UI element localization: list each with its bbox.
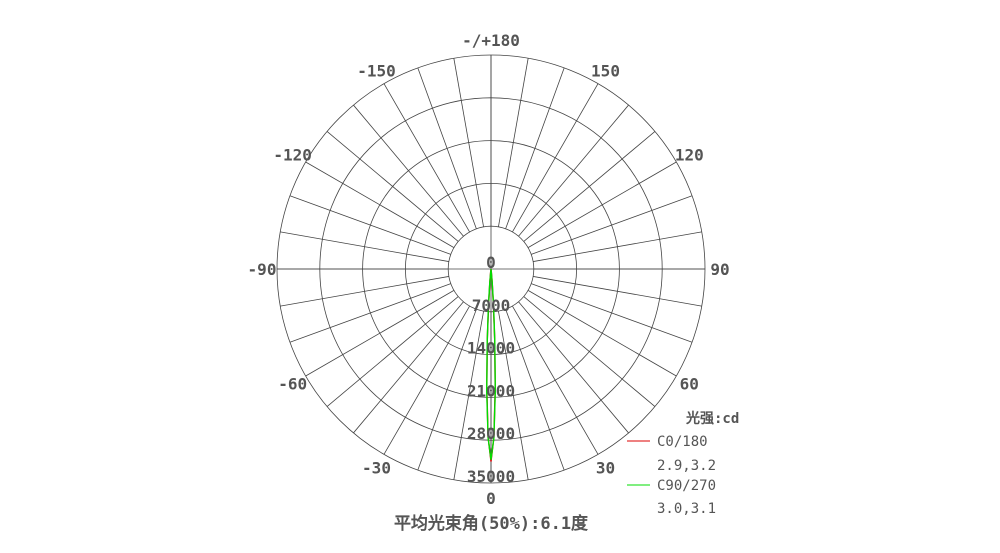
angle-tick-label: -120	[273, 146, 312, 165]
grid-spoke	[512, 83, 599, 233]
grid-spoke	[417, 309, 477, 471]
grid-spoke	[289, 195, 451, 255]
labels: 0 7000 14000 21000 28000 35000 0 30 60 90 120 150 -/…	[248, 31, 730, 508]
grid-spoke	[505, 309, 565, 471]
angle-tick-label: 30	[596, 458, 615, 477]
grid-spoke	[498, 58, 529, 227]
legend-name-c0: C0/180	[657, 434, 708, 450]
angle-tick-label: -90	[248, 260, 277, 279]
legend-beam-c90: 3.0,3.1	[657, 501, 716, 517]
grid-spoke	[505, 67, 565, 229]
grid-spoke	[527, 161, 677, 248]
radial-tick-label: 7000	[472, 296, 511, 315]
angle-tick-label: 120	[675, 146, 704, 165]
angle-tick-label: 150	[591, 62, 620, 81]
radial-tick-label: 14000	[467, 339, 515, 358]
grid-spoke	[533, 276, 702, 307]
legend-beam-c0: 2.9,3.2	[657, 458, 716, 474]
radial-tick-label: 28000	[467, 424, 515, 443]
angle-tick-label: -/+180	[462, 31, 520, 50]
unit-label: 光强:cd	[685, 410, 739, 427]
grid-spoke	[326, 296, 459, 407]
grid-spoke	[512, 305, 599, 455]
radial-tick-label: 0	[486, 253, 496, 272]
polar-grid	[276, 54, 706, 484]
grid-spoke	[353, 301, 464, 434]
grid-spoke	[531, 195, 693, 255]
grid-spoke	[453, 311, 484, 480]
grid-spoke	[289, 283, 451, 343]
angle-tick-label: 60	[680, 375, 699, 394]
grid-spoke	[280, 276, 449, 307]
grid-spoke	[383, 305, 470, 455]
grid-spoke	[498, 311, 529, 480]
grid-spoke	[531, 283, 693, 343]
angle-tick-label: -60	[278, 375, 307, 394]
grid-spoke	[305, 290, 455, 377]
grid-spoke	[523, 296, 656, 407]
grid-spoke	[453, 58, 484, 227]
legend: C0/180 2.9,3.2 C90/270 3.0,3.1	[627, 434, 716, 517]
grid-spoke	[518, 301, 629, 434]
grid-spoke	[523, 131, 656, 242]
grid-spoke	[280, 231, 449, 262]
grid-spoke	[305, 161, 455, 248]
grid-spoke	[518, 104, 629, 237]
grid-spoke	[326, 131, 459, 242]
grid-spoke	[527, 290, 677, 377]
grid-spoke	[353, 104, 464, 237]
grid-spoke	[383, 83, 470, 233]
radial-tick-label: 35000	[467, 467, 515, 486]
beam-angle-caption: 平均光束角(50%):6.1度	[394, 513, 589, 534]
legend-name-c90: C90/270	[657, 478, 716, 494]
angle-tick-label: 90	[710, 260, 729, 279]
angle-tick-label: -150	[357, 62, 396, 81]
angle-tick-label: 0	[486, 489, 496, 508]
radial-tick-label: 21000	[467, 381, 515, 400]
series-curve-1	[485, 268, 497, 460]
angle-tick-label: -30	[362, 458, 391, 477]
curves	[485, 268, 497, 462]
grid-spoke	[417, 67, 477, 229]
grid-spoke	[533, 231, 702, 262]
